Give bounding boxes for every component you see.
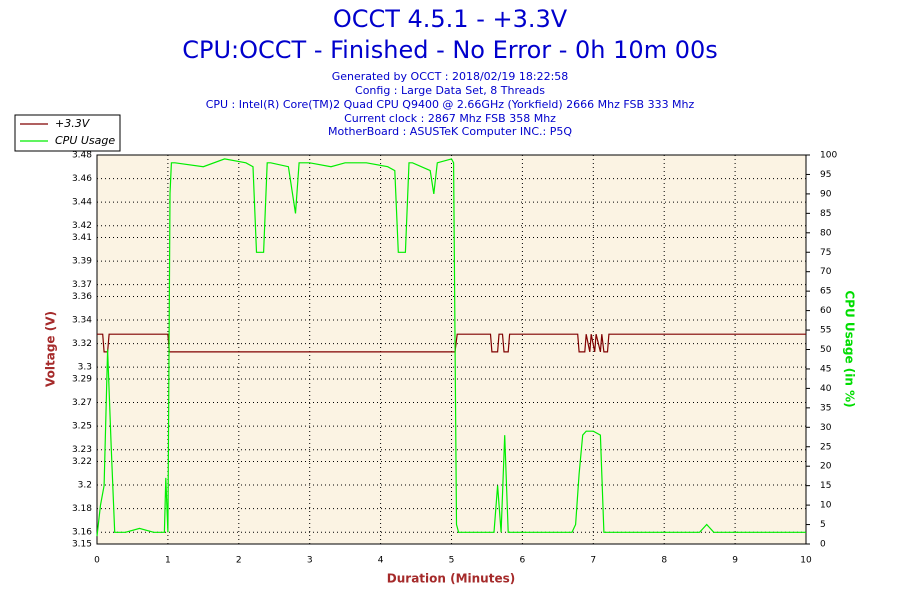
y-tick-label: 3.36 — [72, 292, 92, 302]
y-tick-label: 3.3 — [78, 363, 92, 373]
y2-tick-label: 20 — [820, 462, 832, 472]
info-line: MotherBoard : ASUSTeK Computer INC.: P5Q — [328, 125, 572, 138]
data-line — [96, 158, 806, 537]
y2-tick-label: 70 — [820, 267, 832, 277]
y2-tick-label: 90 — [820, 189, 832, 199]
y2-tick-label: 5 — [820, 520, 826, 530]
chart-subtitle: CPU:OCCT - Finished - No Error - 0h 10m … — [182, 36, 718, 64]
y2-tick-label: 0 — [820, 540, 826, 550]
x-tick-label: 8 — [661, 556, 667, 566]
chart-title: OCCT 4.5.1 - +3.3V — [333, 5, 568, 33]
y-tick-label: 3.29 — [72, 374, 92, 384]
x-axis-title: Duration (Minutes) — [387, 572, 515, 586]
y2-tick-label: 65 — [820, 287, 831, 297]
y2-tick-label: 45 — [820, 364, 831, 374]
y2-tick-label: 30 — [820, 423, 832, 433]
x-tick-label: 5 — [449, 556, 455, 566]
x-tick-label: 9 — [732, 556, 738, 566]
y-tick-label: 3.41 — [72, 233, 92, 243]
y-tick-label: 3.2 — [78, 481, 92, 491]
y-tick-label: 3.27 — [72, 398, 92, 408]
y2-tick-label: 10 — [820, 501, 832, 511]
y-tick-label: 3.44 — [72, 198, 92, 208]
info-line: CPU : Intel(R) Core(TM)2 Quad CPU Q9400 … — [206, 98, 695, 111]
y-tick-label: 3.23 — [72, 445, 92, 455]
info-line: Current clock : 2867 Mhz FSB 358 Mhz — [344, 112, 556, 125]
y2-tick-label: 25 — [820, 442, 831, 452]
y-tick-label: 3.42 — [72, 221, 92, 231]
y-tick-label: 3.46 — [72, 174, 92, 184]
x-tick-label: 3 — [307, 556, 313, 566]
info-line: Generated by OCCT : 2018/02/19 18:22:58 — [332, 70, 569, 83]
legend-label: +3.3V — [55, 117, 91, 130]
y-tick-label: 3.32 — [72, 339, 92, 349]
y-tick-label: 3.37 — [72, 280, 92, 290]
y2-axis-title: CPU Usage (in %) — [843, 290, 857, 407]
y2-tick-label: 95 — [820, 170, 831, 180]
y2-tick-label: 50 — [820, 345, 832, 355]
y2-tick-label: 55 — [820, 326, 831, 336]
plot-area — [96, 154, 807, 545]
x-tick-label: 7 — [590, 556, 596, 566]
legend — [14, 114, 121, 152]
y-axis-title: Voltage (V) — [44, 311, 58, 387]
y-tick-label: 3.34 — [72, 316, 92, 326]
x-tick-label: 6 — [520, 556, 526, 566]
y-tick-label: 3.39 — [72, 257, 92, 267]
x-tick-label: 0 — [94, 556, 100, 566]
x-tick-label: 10 — [800, 556, 812, 566]
y-tick-label: 3.16 — [72, 528, 92, 538]
y2-tick-label: 15 — [820, 481, 831, 491]
x-tick-label: 4 — [378, 556, 384, 566]
y2-tick-label: 75 — [820, 248, 831, 258]
y-tick-label: 3.25 — [72, 422, 92, 432]
y-tick-label: 3.48 — [72, 151, 92, 161]
info-line: Config : Large Data Set, 8 Threads — [355, 84, 545, 97]
y2-tick-label: 40 — [820, 384, 832, 394]
y2-tick-label: 85 — [820, 209, 831, 219]
x-tick-label: 2 — [236, 556, 242, 566]
y-tick-label: 3.22 — [72, 457, 92, 467]
y-tick-label: 3.15 — [72, 540, 92, 550]
y2-tick-label: 80 — [820, 228, 832, 238]
y-tick-label: 3.18 — [72, 504, 92, 514]
y2-tick-label: 60 — [820, 306, 832, 316]
y2-tick-label: 35 — [820, 403, 831, 413]
data-line — [97, 333, 806, 353]
y2-tick-label: 100 — [820, 151, 837, 161]
legend-label: CPU Usage — [55, 134, 115, 147]
x-tick-label: 1 — [165, 556, 171, 566]
